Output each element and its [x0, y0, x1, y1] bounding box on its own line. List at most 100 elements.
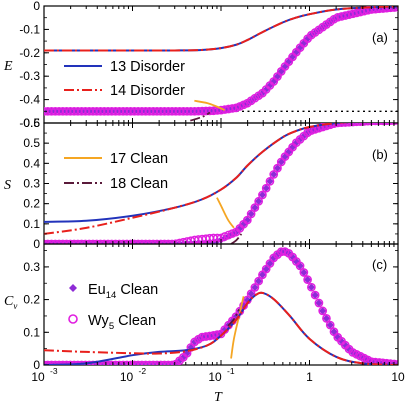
point-wy5-clean: [340, 123, 350, 127]
point-wy5-clean: [352, 123, 361, 127]
point-eu14-clean: [255, 277, 263, 285]
line-14-disorder: [44, 6, 398, 52]
panel-a: 0 -0.1 -0.2 -0.3 -0.4 -0.5 (a) E 13 Disorder …: [3, 0, 399, 130]
point-wy5-clean: [307, 282, 316, 292]
point-wy5-clean: [344, 123, 354, 127]
point-eu14-clean: [337, 337, 346, 345]
line-17-clean: [216, 197, 235, 229]
point-eu14-clean: [281, 62, 289, 71]
point-wy5-clean: [314, 298, 324, 308]
point-eu14-clean: [307, 283, 315, 291]
line-17-clean: [194, 99, 226, 111]
point-wy5-clean: [356, 123, 365, 126]
legend-marker-wy5: [68, 314, 78, 324]
y-tick-label: -0.1: [19, 22, 40, 36]
wy-suffix: Clean: [114, 313, 156, 329]
point-eu14-clean: [270, 77, 278, 86]
panel-c: 0 0.1 0.2 0.3 10 -3 10 -2 10 -1 1 10 (c) Cv T Eu14 …: [4, 243, 405, 404]
panel-b-legend: 17 Clean 18 Clean: [64, 151, 168, 192]
point-eu14-clean: [315, 26, 323, 34]
point-eu14-clean: [300, 268, 308, 277]
y-tick-label: -0.3: [19, 69, 40, 83]
series-group: [44, 247, 398, 365]
point-eu14-clean: [273, 251, 282, 259]
panel-a-legend: 13 Disorder 14 Disorder: [64, 59, 185, 99]
point-wy5-clean: [243, 215, 252, 225]
point-eu14-clean: [322, 314, 331, 322]
panel-c-label: (c): [372, 257, 387, 272]
point-eu14-clean: [315, 299, 323, 307]
panel-b-label: (b): [372, 147, 388, 162]
point-wy5-clean: [318, 306, 328, 316]
line-18-clean: [227, 308, 240, 327]
point-eu14-clean: [311, 291, 319, 299]
panel-a-series: [44, 6, 398, 122]
point-eu14-clean: [288, 143, 297, 151]
x-tick-exponent: -2: [139, 366, 147, 376]
point-eu14-clean: [322, 20, 331, 29]
y-tick-label: 0.6: [23, 116, 40, 130]
point-eu14-clean: [296, 44, 304, 52]
y-tick-label: 0.5: [23, 136, 40, 150]
point-wy5-clean: [337, 123, 346, 128]
point-eu14-clean: [243, 296, 251, 304]
point-wy5-clean: [375, 123, 383, 126]
point-wy5-clean: [246, 209, 256, 219]
panel-b-ticks: 0 0.1 0.2 0.3 0.4 0.5 0.6: [23, 116, 399, 251]
panel-c-legend: Eu14 Clean Wy5 Clean: [68, 282, 158, 332]
point-eu14-clean: [251, 283, 259, 292]
point-eu14-clean: [247, 290, 255, 298]
cv-subscript: v: [13, 301, 17, 311]
legend-marker-eu14: [69, 284, 77, 292]
point-eu14-clean: [319, 307, 327, 315]
panel-b-frame: [43, 122, 399, 245]
point-eu14-clean: [266, 81, 274, 90]
y-tick-label: -0.2: [19, 46, 40, 60]
wy-sub: 5: [109, 321, 114, 332]
y-tick-label: -0.5: [19, 116, 40, 130]
line-17-clean: [230, 296, 245, 359]
point-wy5-clean: [363, 123, 372, 126]
y-tick-label: 0.1: [23, 325, 40, 339]
y-tick-label: -0.4: [19, 93, 40, 107]
x-tick-label: 10: [120, 370, 134, 384]
panel-a-ticks: 0 -0.1 -0.2 -0.3 -0.4 -0.5: [19, 0, 399, 130]
panel-c-ticks: 0 0.1 0.2 0.3 10 -3 10 -2 10 -1 1 10: [23, 244, 405, 384]
line-14-disorder: [44, 291, 398, 365]
x-tick-label: 10: [391, 370, 405, 384]
point-eu14-clean: [296, 135, 304, 143]
point-eu14-clean: [262, 85, 270, 94]
y-tick-label: 0: [33, 358, 40, 372]
cv-letter: C: [4, 294, 14, 309]
point-wy5-clean: [325, 320, 335, 330]
point-eu14-clean: [277, 67, 285, 75]
point-wy5-clean: [254, 276, 264, 286]
point-eu14-clean: [296, 262, 304, 270]
y-tick-label: 0.4: [23, 156, 40, 170]
panel-c-series: [44, 247, 398, 365]
y-tick-label: 0.2: [23, 197, 40, 211]
point-eu14-clean: [311, 28, 319, 37]
y-tick-label: 0: [33, 237, 40, 251]
series-group: [44, 6, 398, 122]
point-wy5-clean: [250, 203, 260, 212]
point-wy5-clean: [333, 123, 343, 128]
point-eu14-clean: [258, 191, 267, 199]
y-tick-label: 0.3: [23, 177, 40, 191]
point-eu14-clean: [258, 89, 267, 97]
point-eu14-clean: [288, 53, 297, 61]
point-eu14-clean: [213, 237, 221, 244]
point-wy5-clean: [386, 123, 395, 126]
y-tick-label: 0.3: [23, 260, 40, 274]
point-eu14-clean: [255, 92, 263, 100]
eu-sub: 14: [106, 290, 117, 301]
panel-b-ylabel: S: [4, 178, 11, 193]
series-group: [44, 123, 398, 244]
panel-c-ylabel: Cv: [4, 294, 17, 311]
x-tick-label: 1: [306, 370, 313, 384]
point-eu14-clean: [304, 276, 312, 284]
legend-label-18-clean: 18 Clean: [110, 176, 168, 192]
point-wy5-clean: [322, 123, 331, 131]
point-eu14-clean: [255, 197, 263, 205]
